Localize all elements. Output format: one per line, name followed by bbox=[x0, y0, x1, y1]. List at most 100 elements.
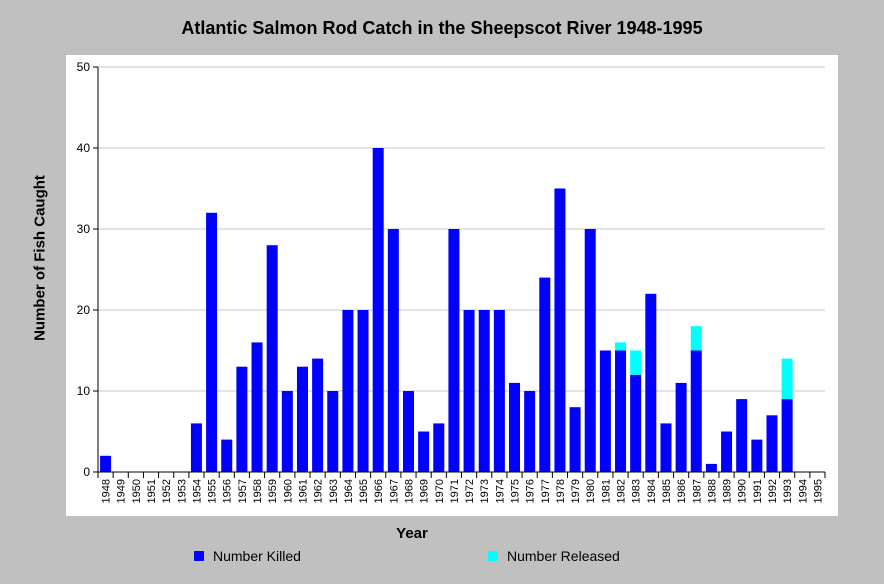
x-tick-label: 1966 bbox=[373, 479, 385, 503]
x-tick-label: 1980 bbox=[585, 479, 597, 503]
x-tick-label: 1994 bbox=[797, 479, 809, 503]
bar-killed bbox=[569, 407, 581, 472]
x-tick-label: 1993 bbox=[782, 479, 794, 503]
bar-killed bbox=[721, 431, 733, 472]
bar-killed bbox=[236, 366, 248, 472]
x-tick-label: 1986 bbox=[676, 479, 688, 503]
x-tick-label: 1955 bbox=[207, 479, 219, 503]
x-tick-label: 1963 bbox=[328, 479, 340, 503]
x-tick-label: 1968 bbox=[403, 479, 415, 503]
y-axis-label: Number of Fish Caught bbox=[31, 175, 49, 341]
x-tick-label: 1970 bbox=[434, 479, 446, 503]
x-tick-label: 1977 bbox=[540, 479, 552, 503]
y-tick-label: 0 bbox=[83, 465, 90, 479]
x-tick-label: 1962 bbox=[313, 479, 325, 503]
x-tick-label: 1960 bbox=[282, 479, 294, 503]
x-tick-label: 1973 bbox=[479, 479, 491, 503]
bar-killed bbox=[312, 358, 324, 472]
bar-killed bbox=[705, 463, 717, 472]
legend-swatch-killed bbox=[194, 551, 204, 561]
bar-killed bbox=[100, 455, 112, 472]
bar-released bbox=[690, 326, 702, 351]
x-tick-label: 1983 bbox=[631, 479, 643, 503]
y-tick-label: 50 bbox=[77, 60, 91, 74]
bar-killed bbox=[372, 148, 384, 472]
bar-released bbox=[630, 350, 642, 375]
x-axis-label: Year bbox=[396, 525, 428, 542]
x-tick-label: 1995 bbox=[812, 479, 824, 503]
bar-killed bbox=[448, 229, 460, 472]
x-tick-label: 1982 bbox=[616, 479, 628, 503]
bar-killed bbox=[766, 415, 778, 472]
x-tick-label: 1988 bbox=[706, 479, 718, 503]
bar-killed bbox=[357, 310, 369, 472]
bar-killed bbox=[190, 423, 202, 472]
x-tick-label: 1987 bbox=[691, 479, 703, 503]
bar-killed bbox=[630, 374, 642, 472]
bar-killed bbox=[751, 439, 763, 472]
x-tick-label: 1969 bbox=[419, 479, 431, 503]
bar-killed bbox=[327, 391, 339, 472]
x-tick-label: 1990 bbox=[737, 479, 749, 503]
bar-released bbox=[781, 358, 793, 400]
x-tick-label: 1958 bbox=[252, 479, 264, 503]
bar-killed bbox=[478, 310, 490, 472]
x-tick-label: 1957 bbox=[237, 479, 249, 503]
y-tick-label: 40 bbox=[77, 141, 91, 155]
x-tick-label: 1951 bbox=[146, 479, 158, 503]
bar-killed bbox=[281, 391, 293, 472]
bar-killed bbox=[418, 431, 430, 472]
bar-killed bbox=[433, 423, 445, 472]
bar-killed bbox=[615, 350, 627, 472]
y-tick-label: 20 bbox=[77, 303, 91, 317]
bar-killed bbox=[206, 212, 218, 473]
bar-killed bbox=[554, 188, 566, 472]
x-tick-label: 1972 bbox=[464, 479, 476, 503]
x-tick-label: 1975 bbox=[510, 479, 522, 503]
bar-killed bbox=[266, 245, 278, 472]
x-tick-label: 1985 bbox=[661, 479, 673, 503]
x-tick-label: 1991 bbox=[752, 479, 764, 503]
bar-killed bbox=[660, 423, 672, 472]
x-tick-label: 1967 bbox=[388, 479, 400, 503]
x-tick-label: 1961 bbox=[297, 479, 309, 503]
legend-label-killed: Number Killed bbox=[213, 548, 301, 564]
x-tick-label: 1974 bbox=[494, 479, 506, 503]
x-tick-label: 1953 bbox=[176, 479, 188, 503]
bar-killed bbox=[781, 399, 793, 472]
bar-killed bbox=[675, 382, 687, 472]
bar-killed bbox=[296, 366, 308, 472]
x-tick-label: 1981 bbox=[600, 479, 612, 503]
y-tick-label: 10 bbox=[77, 384, 91, 398]
x-tick-label: 1965 bbox=[358, 479, 370, 503]
legend-label-released: Number Released bbox=[507, 548, 620, 564]
bar-killed bbox=[584, 229, 596, 472]
bar-killed bbox=[690, 350, 702, 472]
x-tick-label: 1979 bbox=[570, 479, 582, 503]
bar-killed bbox=[342, 310, 354, 472]
x-tick-label: 1964 bbox=[343, 479, 355, 503]
bar-released bbox=[615, 342, 627, 351]
bar-killed bbox=[221, 439, 233, 472]
bar-killed bbox=[251, 342, 263, 472]
x-tick-label: 1976 bbox=[525, 479, 537, 503]
x-tick-label: 1954 bbox=[191, 479, 203, 503]
bar-killed bbox=[736, 399, 748, 472]
bar-killed bbox=[539, 277, 551, 472]
y-tick-label: 30 bbox=[77, 222, 91, 236]
bar-killed bbox=[599, 350, 611, 472]
x-tick-label: 1992 bbox=[767, 479, 779, 503]
x-tick-label: 1952 bbox=[161, 479, 173, 503]
legend-swatch-released bbox=[488, 551, 498, 561]
bar-killed bbox=[645, 293, 657, 472]
bar-killed bbox=[509, 382, 521, 472]
bar-killed bbox=[463, 310, 475, 472]
chart-title: Atlantic Salmon Rod Catch in the Sheepsc… bbox=[181, 18, 703, 38]
legend-item-killed: Number Killed bbox=[194, 548, 301, 564]
bar-killed bbox=[524, 391, 536, 472]
x-tick-label: 1949 bbox=[116, 479, 128, 503]
bar-killed bbox=[402, 391, 414, 472]
legend-item-released: Number Released bbox=[488, 548, 620, 564]
x-tick-label: 1950 bbox=[131, 479, 143, 503]
